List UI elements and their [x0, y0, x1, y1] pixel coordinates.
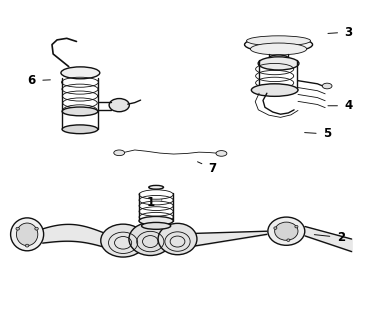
- Ellipse shape: [268, 217, 305, 245]
- Ellipse shape: [250, 43, 307, 55]
- Ellipse shape: [149, 186, 163, 189]
- Ellipse shape: [322, 83, 332, 89]
- Ellipse shape: [275, 222, 298, 240]
- Ellipse shape: [245, 37, 312, 52]
- Ellipse shape: [216, 151, 227, 156]
- Ellipse shape: [109, 99, 129, 112]
- Ellipse shape: [129, 223, 172, 255]
- Ellipse shape: [158, 223, 197, 255]
- Ellipse shape: [16, 227, 20, 230]
- Text: 1: 1: [146, 197, 162, 209]
- Ellipse shape: [274, 227, 277, 229]
- Text: 7: 7: [198, 162, 216, 175]
- Ellipse shape: [62, 107, 98, 116]
- Ellipse shape: [25, 244, 29, 247]
- Ellipse shape: [142, 222, 171, 229]
- Ellipse shape: [258, 57, 299, 70]
- Text: 6: 6: [28, 74, 50, 87]
- Ellipse shape: [101, 224, 145, 257]
- Ellipse shape: [114, 150, 125, 156]
- Ellipse shape: [11, 218, 44, 251]
- Text: 5: 5: [305, 128, 331, 140]
- Ellipse shape: [269, 55, 288, 60]
- Text: 4: 4: [328, 99, 353, 112]
- Ellipse shape: [287, 239, 290, 241]
- Text: 2: 2: [314, 231, 345, 244]
- Ellipse shape: [251, 84, 298, 96]
- Text: 3: 3: [328, 26, 353, 38]
- Ellipse shape: [139, 216, 173, 225]
- Ellipse shape: [35, 227, 38, 230]
- Ellipse shape: [62, 125, 98, 134]
- Ellipse shape: [16, 223, 38, 246]
- Ellipse shape: [246, 36, 310, 46]
- Ellipse shape: [61, 67, 100, 79]
- Ellipse shape: [295, 226, 298, 228]
